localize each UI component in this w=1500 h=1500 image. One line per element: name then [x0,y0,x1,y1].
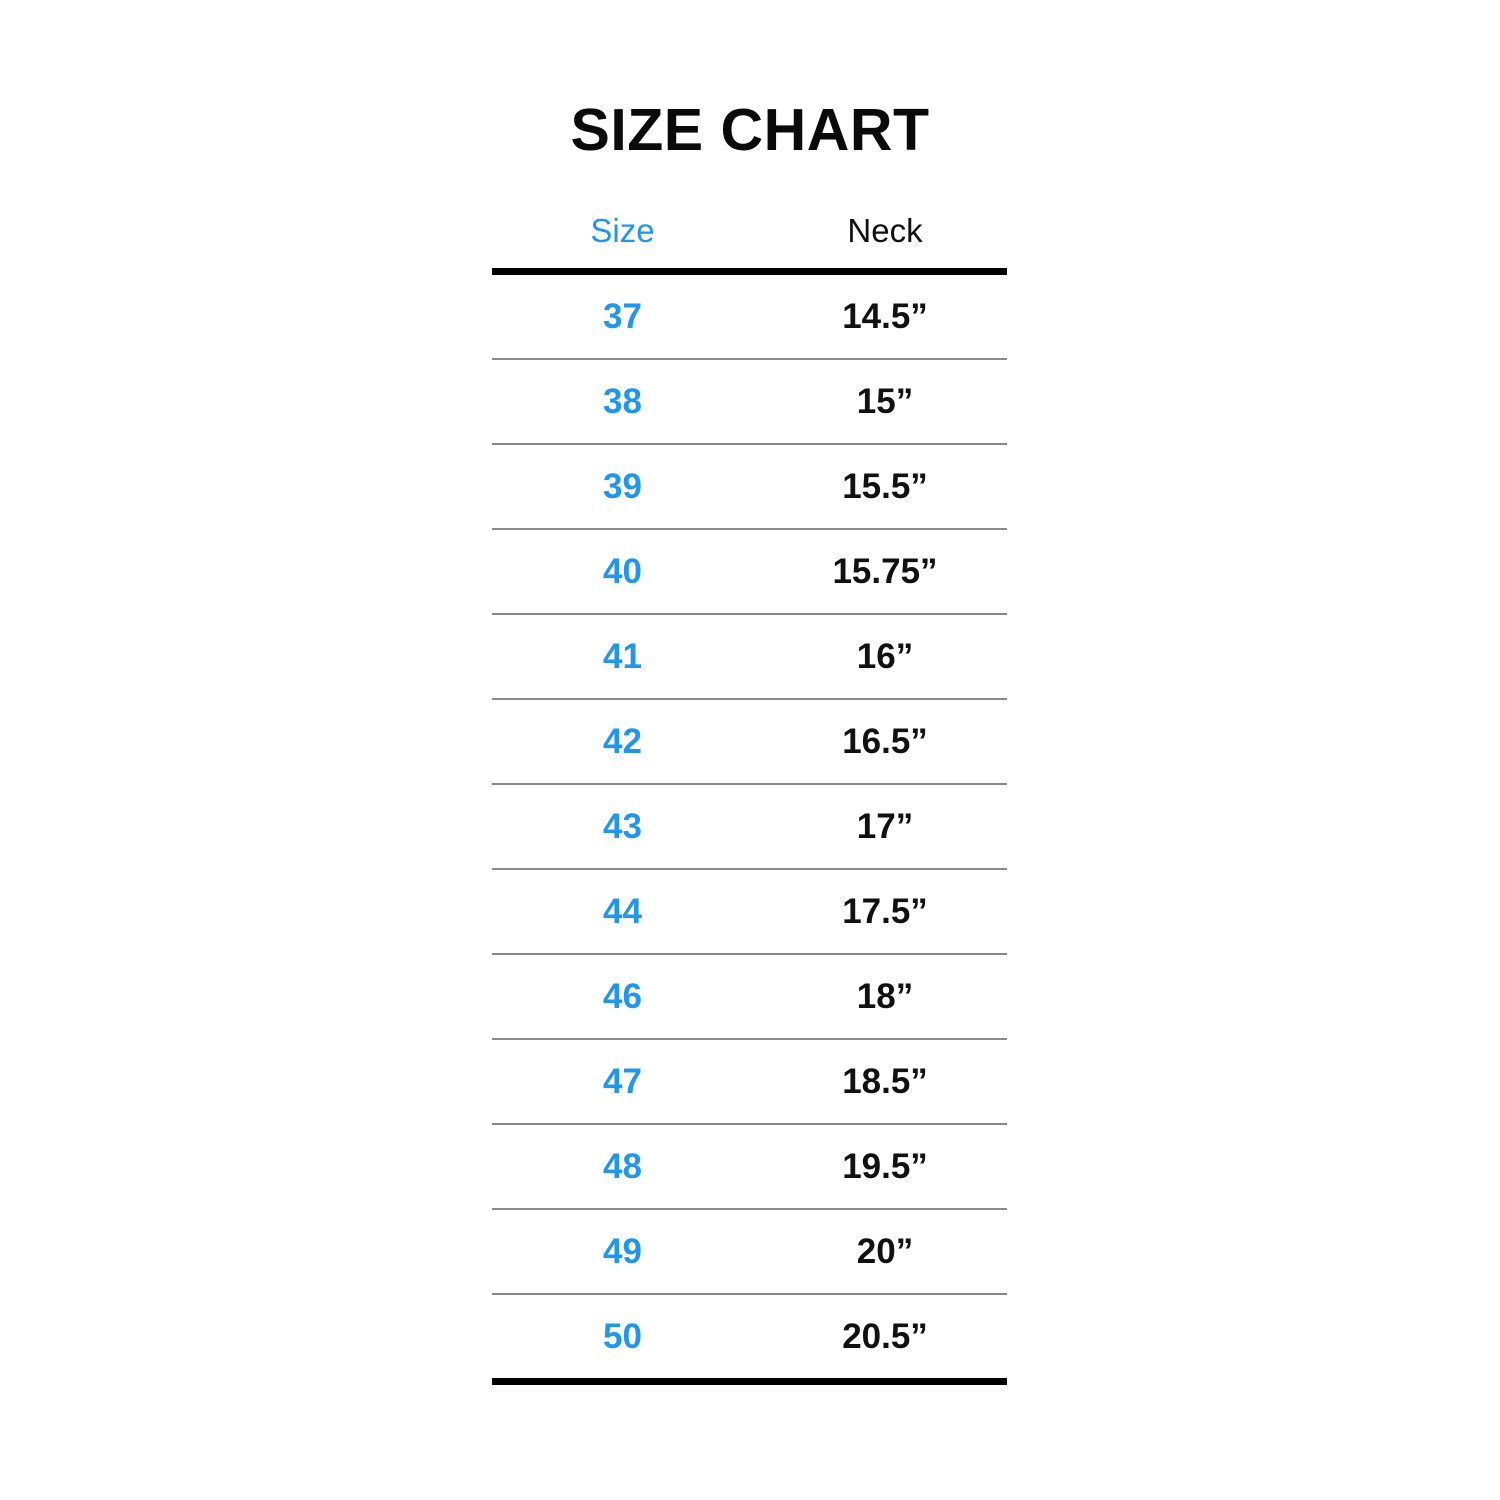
cell-size: 37 [603,296,642,336]
table-row: 46 18” [492,954,1007,1039]
table-header-row: Size Neck [492,212,1007,272]
cell-neck: 16” [856,636,914,676]
cell-size: 46 [603,976,642,1016]
cell-neck: 19.5” [842,1146,928,1186]
table-row: 41 16” [492,614,1007,699]
table-row: 50 20.5” [492,1294,1007,1382]
cell-size: 47 [603,1061,642,1101]
cell-neck: 15.75” [832,551,938,591]
size-chart-table-wrapper: Size Neck 37 14.5” 38 15” 39 15.5” [492,212,1007,1385]
page-title: SIZE CHART [570,97,930,163]
cell-size: 42 [603,721,642,761]
table-row: 37 14.5” [492,272,1007,359]
cell-neck: 17” [856,806,914,846]
size-chart-table: Size Neck 37 14.5” 38 15” 39 15.5” [492,212,1007,1385]
cell-neck: 16.5” [842,721,928,761]
cell-size: 39 [603,466,642,506]
cell-size: 48 [603,1146,642,1186]
cell-size: 43 [603,806,642,846]
cell-size: 40 [603,551,642,591]
cell-neck: 18” [856,976,914,1016]
table-row: 40 15.75” [492,529,1007,614]
cell-neck: 20” [856,1231,914,1271]
cell-neck: 15” [856,381,914,421]
column-header-size: Size [590,212,655,249]
cell-size: 50 [603,1316,642,1356]
table-row: 47 18.5” [492,1039,1007,1124]
cell-neck: 15.5” [842,466,928,506]
table-header: Size Neck [492,212,1007,272]
table-row: 38 15” [492,359,1007,444]
column-header-neck: Neck [847,212,923,249]
cell-size: 41 [603,636,642,676]
table-row: 48 19.5” [492,1124,1007,1209]
table-row: 39 15.5” [492,444,1007,529]
cell-neck: 14.5” [842,296,928,336]
cell-size: 38 [603,381,642,421]
cell-size: 44 [603,891,642,931]
table-body: 37 14.5” 38 15” 39 15.5” 40 15.75” 41 [492,272,1007,1382]
cell-neck: 20.5” [842,1316,928,1356]
cell-neck: 17.5” [842,891,928,931]
cell-size: 49 [603,1231,642,1271]
table-row: 42 16.5” [492,699,1007,784]
table-row: 44 17.5” [492,869,1007,954]
table-row: 43 17” [492,784,1007,869]
cell-neck: 18.5” [842,1061,928,1101]
table-row: 49 20” [492,1209,1007,1294]
